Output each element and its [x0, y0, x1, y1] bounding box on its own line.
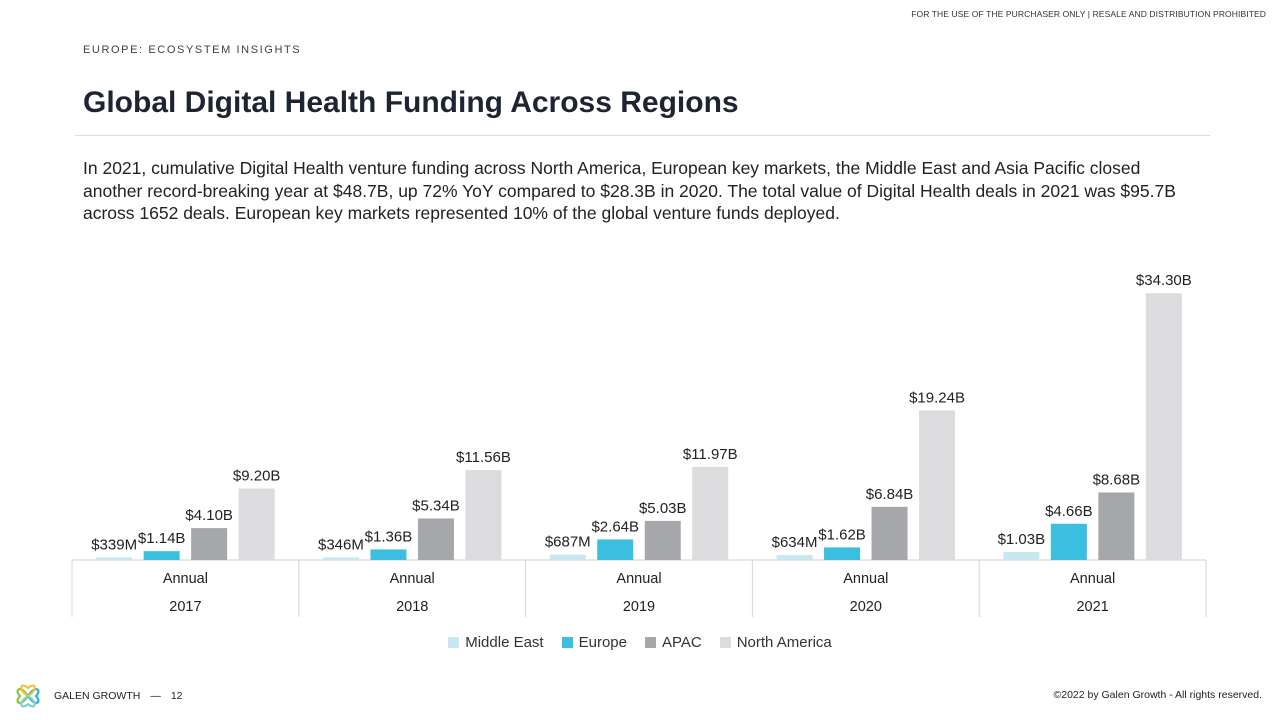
bar-north-america-2018: [465, 470, 502, 560]
lead-paragraph: In 2021, cumulative Digital Health ventu…: [83, 158, 1176, 223]
data-label: $634M: [772, 534, 818, 551]
bar-europe-2020: [824, 547, 861, 560]
legend-swatch: [561, 637, 573, 648]
tick-label-period: Annual: [163, 571, 208, 587]
tick-label-period: Annual: [843, 571, 888, 587]
footer-brand: GALEN GROWTH — 12: [12, 680, 183, 712]
legend-swatch: [644, 637, 656, 648]
bar-middle-east-2021: [1003, 551, 1040, 560]
footer-separator: —: [150, 690, 161, 702]
legend-item: North America: [719, 634, 832, 651]
bar-apac-2020: [871, 506, 908, 560]
bar-europe-2021: [1050, 523, 1087, 560]
legend-label: APAC: [661, 634, 702, 651]
legend-label: Middle East: [465, 634, 544, 651]
tick-label-period: Annual: [616, 571, 661, 587]
data-label: $5.34B: [412, 497, 460, 514]
data-label: $8.68B: [1093, 471, 1141, 488]
tick-label-year: 2020: [850, 599, 882, 615]
data-label: $5.03B: [639, 500, 687, 517]
legend-item: APAC: [644, 634, 702, 651]
footer-page-number: 12: [170, 690, 183, 702]
bar-north-america-2020: [919, 410, 956, 560]
bar-apac-2018: [417, 518, 454, 560]
tick-label-year: 2018: [396, 599, 428, 615]
data-label: $1.14B: [138, 530, 186, 547]
bar-europe-2018: [370, 549, 407, 560]
tick-label-period: Annual: [390, 571, 435, 587]
data-label: $2.64B: [591, 518, 639, 535]
galen-growth-logo-icon: [16, 684, 40, 708]
data-label: $4.66B: [1045, 503, 1093, 520]
footer-brand-name: GALEN GROWTH: [54, 690, 141, 702]
bar-north-america-2021: [1145, 293, 1182, 560]
bar-north-america-2017: [238, 488, 275, 560]
chart-legend: Middle East Europe APAC North America: [0, 634, 1280, 651]
legend-item: Middle East: [448, 634, 544, 651]
legend-label: North America: [736, 634, 832, 651]
legend-label: Europe: [578, 634, 627, 651]
data-label: $19.24B: [909, 389, 965, 406]
legend-swatch: [448, 637, 460, 648]
bar-middle-east-2017: [96, 557, 133, 560]
bar-middle-east-2020: [776, 555, 813, 560]
tick-label-year: 2017: [169, 599, 201, 615]
data-label: $687M: [545, 534, 591, 551]
title-divider: [75, 135, 1210, 136]
legend-swatch: [719, 637, 731, 648]
data-label: $1.36B: [365, 528, 413, 545]
bar-middle-east-2018: [322, 557, 359, 560]
data-label: $1.62B: [818, 526, 866, 543]
bar-europe-2019: [597, 539, 634, 560]
section-eyebrow: EUROPE: ECOSYSTEM INSIGHTS: [83, 44, 302, 56]
disclaimer: FOR THE USE OF THE PURCHASER ONLY | RESA…: [911, 9, 1266, 19]
data-label: $339M: [91, 536, 137, 553]
data-label: $11.97B: [683, 446, 738, 463]
bar-europe-2017: [143, 551, 180, 560]
data-label: $11.56B: [456, 449, 511, 466]
bar-apac-2019: [644, 520, 681, 560]
bar-middle-east-2019: [549, 554, 586, 560]
data-label: $4.10B: [185, 507, 233, 524]
bar-north-america-2019: [692, 466, 729, 560]
bar-apac-2021: [1098, 492, 1135, 560]
page-title: Global Digital Health Funding Across Reg…: [83, 86, 739, 119]
data-label: $9.20B: [233, 467, 281, 484]
tick-label-year: 2019: [623, 599, 655, 615]
tick-label-period: Annual: [1070, 571, 1115, 587]
tick-label-year: 2021: [1076, 599, 1108, 615]
legend-item: Europe: [561, 634, 627, 651]
bar-apac-2017: [191, 528, 228, 560]
data-label: $6.84B: [866, 486, 914, 503]
data-label: $34.30B: [1136, 272, 1192, 289]
data-label: $1.03B: [998, 531, 1046, 548]
data-label: $346M: [318, 536, 364, 553]
footer-copyright: ©2022 by Galen Growth - All rights reser…: [1053, 689, 1263, 701]
